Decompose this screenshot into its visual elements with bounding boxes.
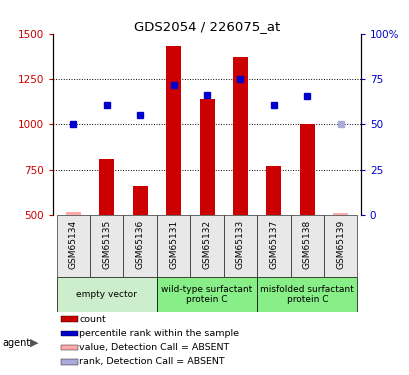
- Bar: [256, 278, 357, 312]
- Title: GDS2054 / 226075_at: GDS2054 / 226075_at: [134, 20, 279, 33]
- Text: percentile rank within the sample: percentile rank within the sample: [79, 329, 239, 338]
- Text: empty vector: empty vector: [76, 290, 137, 299]
- Text: GSM65131: GSM65131: [169, 220, 178, 269]
- Bar: [199, 99, 214, 215]
- Text: misfolded surfactant
protein C: misfolded surfactant protein C: [260, 285, 353, 304]
- Bar: [61, 359, 78, 365]
- Bar: [157, 278, 256, 312]
- Text: rank, Detection Call = ABSENT: rank, Detection Call = ABSENT: [79, 357, 225, 366]
- Bar: [232, 57, 247, 215]
- Bar: [56, 215, 90, 277]
- Text: GSM65139: GSM65139: [335, 220, 344, 269]
- Text: wild-type surfactant
protein C: wild-type surfactant protein C: [161, 285, 252, 304]
- Bar: [166, 46, 181, 215]
- Text: GSM65134: GSM65134: [69, 220, 78, 269]
- Bar: [299, 124, 314, 215]
- Bar: [157, 215, 190, 277]
- Bar: [256, 215, 290, 277]
- Bar: [266, 166, 281, 215]
- Bar: [61, 345, 78, 350]
- Bar: [323, 215, 357, 277]
- Text: ▶: ▶: [29, 338, 38, 348]
- Text: agent: agent: [2, 338, 30, 348]
- Bar: [190, 215, 223, 277]
- Text: GSM65136: GSM65136: [135, 220, 144, 269]
- Bar: [99, 159, 114, 215]
- Bar: [223, 215, 256, 277]
- Bar: [290, 215, 323, 277]
- Bar: [61, 316, 78, 322]
- Bar: [90, 215, 123, 277]
- Text: GSM65138: GSM65138: [302, 220, 311, 269]
- Text: GSM65137: GSM65137: [269, 220, 278, 269]
- Bar: [133, 186, 147, 215]
- Bar: [56, 278, 157, 312]
- Text: count: count: [79, 315, 106, 324]
- Text: value, Detection Call = ABSENT: value, Detection Call = ABSENT: [79, 343, 229, 352]
- Bar: [61, 331, 78, 336]
- Bar: [66, 211, 81, 215]
- Text: GSM65135: GSM65135: [102, 220, 111, 269]
- Text: GSM65133: GSM65133: [236, 220, 244, 269]
- Bar: [333, 213, 347, 215]
- Bar: [123, 215, 157, 277]
- Text: GSM65132: GSM65132: [202, 220, 211, 269]
